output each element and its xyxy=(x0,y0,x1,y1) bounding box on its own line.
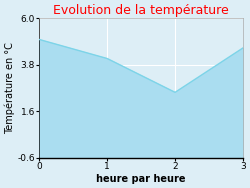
X-axis label: heure par heure: heure par heure xyxy=(96,174,186,184)
Y-axis label: Température en °C: Température en °C xyxy=(4,42,15,134)
Title: Evolution de la température: Evolution de la température xyxy=(53,4,229,17)
